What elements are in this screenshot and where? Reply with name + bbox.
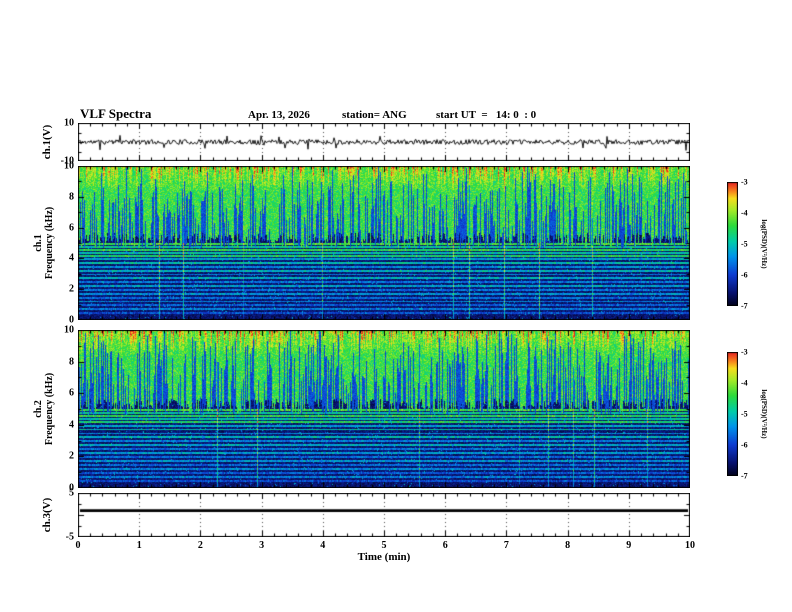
x-tick-label: 6: [442, 540, 448, 551]
y-tick-label: 0: [69, 482, 74, 494]
y-tick-label: 6: [69, 222, 74, 234]
ch2-frequency-axis-label: ch.2 Frequency (kHz): [33, 373, 55, 445]
y-tick-label: 6: [69, 387, 74, 399]
x-tick-label: 5: [381, 540, 387, 551]
y-tick-label: 0: [69, 314, 74, 326]
ch3-volts-axis-label: ch.3(V): [41, 497, 53, 533]
x-tick-label: 2: [197, 540, 203, 551]
colorbar-ch1-label: log(PSD)(V²/Hz): [760, 219, 768, 269]
colorbar-tick-label: -5: [741, 409, 748, 419]
y-tick-label: -5: [65, 531, 74, 543]
ch1-volts-axis-label: ch.1(V): [41, 124, 53, 160]
x-tick-label: 8: [565, 540, 571, 551]
y-tick-label: 4: [69, 419, 74, 431]
colorbar-ch2-label: log(PSD)(V²/Hz): [760, 389, 768, 439]
colorbar-ch2: [727, 352, 738, 476]
colorbar-tick-label: -6: [741, 440, 748, 450]
page-title: VLF Spectra: [80, 106, 152, 121]
x-tick-label: 10: [685, 540, 695, 551]
ch1-axis-channel-label: ch.1: [33, 234, 44, 252]
ch1-waveform-panel: [78, 123, 690, 161]
y-tick-label: 8: [69, 191, 74, 203]
ch1-spectrogram-panel: [78, 166, 690, 320]
colorbar-tick-label: -7: [741, 301, 748, 311]
x-tick-label: 3: [259, 540, 265, 551]
colorbar-tick-label: -4: [741, 208, 748, 218]
date-label: Apr. 13, 2026: [248, 109, 310, 121]
ch1-axis-frequency-label: Frequency (kHz): [44, 206, 55, 280]
colorbar-tick-label: -3: [741, 177, 748, 187]
y-tick-label: 4: [69, 252, 74, 264]
y-tick-label: 10: [64, 117, 74, 129]
ch2-spectrogram-panel: [78, 330, 690, 488]
y-tick-label: 2: [69, 283, 74, 295]
colorbar-tick-label: -5: [741, 239, 748, 249]
x-tick-label: 9: [626, 540, 632, 551]
colorbar-tick-label: -3: [741, 347, 748, 357]
y-tick-label: 8: [69, 356, 74, 368]
y-tick-label: 2: [69, 450, 74, 462]
x-tick-label: 7: [503, 540, 509, 551]
ch2-axis-frequency-label: Frequency (kHz): [44, 372, 55, 446]
ch2-axis-channel-label: ch.2: [33, 400, 44, 418]
x-tick-label: 1: [136, 540, 142, 551]
colorbar-tick-label: -6: [741, 270, 748, 280]
ch1-frequency-axis-label: ch.1 Frequency (kHz): [33, 207, 55, 279]
y-tick-label: 10: [64, 324, 74, 336]
y-tick-label: 5: [69, 487, 74, 499]
station-label: station= ANG: [342, 109, 407, 121]
colorbar-tick-label: -4: [741, 378, 748, 388]
colorbar-ch1: [727, 182, 738, 306]
x-tick-label: 0: [75, 540, 81, 551]
start-ut-label: start UT = 14: 0 : 0: [436, 109, 537, 121]
x-tick-label: 4: [320, 540, 326, 551]
y-tick-label: 10: [64, 160, 74, 172]
y-tick-label: -10: [60, 155, 74, 167]
time-axis-label: Time (min): [357, 551, 411, 563]
colorbar-tick-label: -7: [741, 471, 748, 481]
ch3-waveform-panel: [78, 493, 690, 537]
